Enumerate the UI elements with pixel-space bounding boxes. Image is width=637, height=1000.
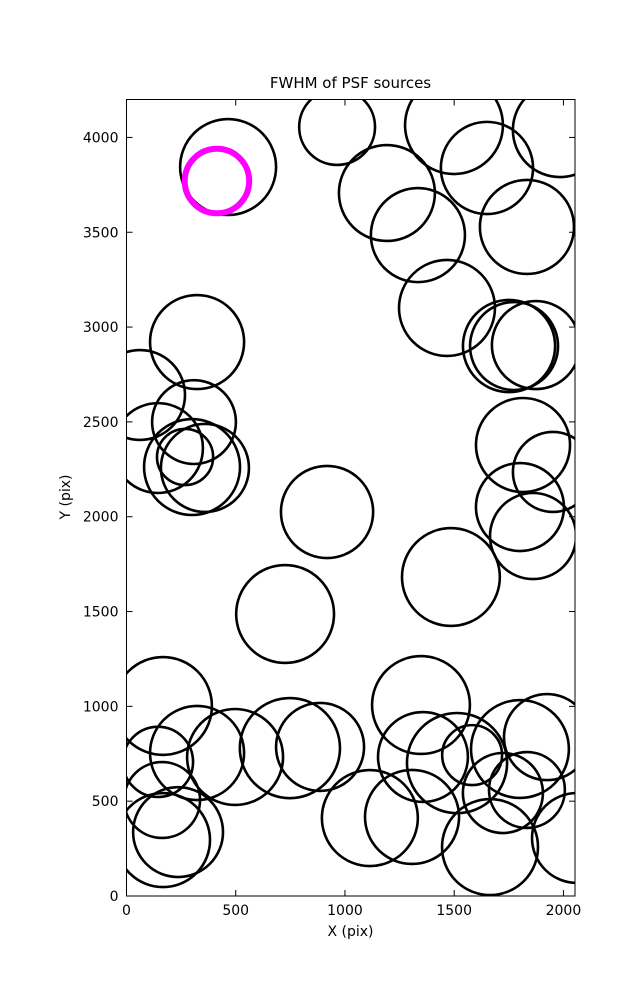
psf-circle (131, 785, 225, 879)
x-axis-label: X (pix) (327, 924, 374, 940)
psf-circle (397, 258, 497, 358)
y-tick-label: 3000 (83, 320, 119, 336)
y-axis-label: Y (pix) (58, 474, 74, 520)
psf-circle (440, 723, 504, 787)
psf-circle (478, 178, 575, 276)
psf-circle (126, 348, 187, 442)
psf-circle (461, 751, 545, 835)
psf-circles-layer (126, 99, 575, 896)
y-tick-label: 4000 (83, 130, 119, 146)
psf-circle (126, 791, 212, 889)
x-tick-label: 0 (122, 903, 131, 919)
psf-circle (159, 422, 251, 514)
psf-circle (142, 417, 242, 517)
psf-circle (234, 563, 336, 665)
psf-circle (148, 704, 246, 802)
psf-circle (178, 117, 278, 217)
y-tick-label: 1000 (83, 699, 119, 715)
y-tick-label: 500 (92, 794, 119, 810)
x-tick-label: 2000 (546, 903, 582, 919)
psf-circle (337, 143, 437, 243)
psf-circle (511, 430, 575, 514)
axes-box (126, 99, 576, 897)
psf-circle (126, 725, 195, 799)
psf-circle (150, 378, 238, 466)
psf-circle (502, 692, 575, 782)
psf-circle (126, 760, 202, 840)
psf-circle (274, 701, 366, 793)
psf-circle (530, 791, 575, 885)
psf-circle (148, 293, 246, 391)
psf-circle (238, 696, 342, 800)
psf-circle (440, 797, 540, 896)
psf-circle (185, 707, 285, 807)
psf-circle (155, 427, 215, 487)
y-tick-label: 3500 (83, 225, 119, 241)
psf-circle (297, 99, 377, 167)
psf-circle (488, 491, 575, 581)
psf-circle (469, 698, 571, 800)
psf-circle (369, 186, 467, 284)
psf-circle (461, 298, 557, 394)
psf-circle (279, 464, 375, 560)
psf-circle (363, 768, 461, 866)
psf-circle (126, 401, 205, 495)
psf-circle (474, 396, 572, 494)
psf-circle (126, 655, 214, 757)
psf-circle (511, 99, 575, 179)
y-tick-label: 2500 (83, 415, 119, 431)
chart-title: FWHM of PSF sources (269, 74, 432, 92)
x-tick-label: 1500 (436, 903, 472, 919)
psf-circle (487, 750, 567, 830)
psf-circle (468, 300, 560, 392)
psf-circle-highlighted (181, 145, 253, 217)
x-tick-label: 500 (222, 903, 249, 919)
x-tick-label: 1000 (327, 903, 363, 919)
psf-circle (320, 768, 420, 868)
psf-circle (400, 526, 502, 628)
y-tick-label: 2000 (83, 510, 119, 526)
psf-circle (376, 710, 470, 804)
psf-circle (370, 654, 472, 756)
psf-circle (490, 299, 575, 391)
y-tick-label: 1500 (83, 605, 119, 621)
y-tick-label: 0 (110, 889, 119, 905)
